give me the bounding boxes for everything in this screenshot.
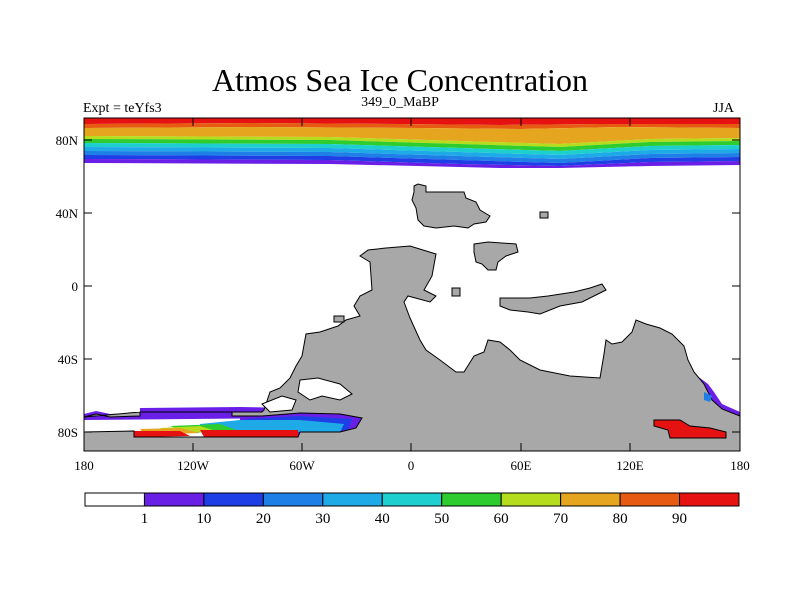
colorbar-label: 40: [375, 511, 390, 527]
land-small-island-3: [333, 315, 345, 323]
ice-patch-east: [653, 419, 727, 439]
ice-band-80: [84, 123, 740, 129]
y-tick-label: 80S: [58, 425, 78, 440]
colorbar-label: 60: [494, 511, 509, 527]
plot-frame: [83, 117, 741, 452]
y-tick-label: 40N: [56, 206, 79, 221]
colorbar-label: 1: [141, 511, 149, 527]
x-tick-label: 60E: [511, 458, 532, 473]
land-southern-gap: [297, 377, 353, 401]
colorbar-swatch: [84, 492, 145, 507]
y-ticks: [84, 139, 740, 433]
colorbar-swatch: [322, 492, 383, 507]
colorbar-label: 80: [613, 511, 628, 527]
plot-title: Atmos Sea Ice Concentration: [212, 62, 588, 98]
colorbar-swatch: [441, 492, 502, 507]
ice-band-10: [84, 155, 740, 166]
x-tick-label: 120E: [616, 458, 644, 473]
ice-band-60: [84, 136, 740, 147]
ice-band-50: [84, 139, 740, 151]
ice-band-40: [84, 143, 740, 155]
ice-tongue-cyan: [200, 420, 344, 432]
land-gap-2: [261, 395, 297, 413]
x-tick-label: 180: [730, 458, 750, 473]
colorbar-swatch: [143, 492, 205, 507]
colorbar-swatch: [203, 492, 264, 507]
colorbar-swatch: [500, 492, 562, 507]
ice-band-20: [84, 151, 740, 163]
ice-tongue-red: [134, 431, 190, 437]
ice-band-90: [84, 118, 740, 125]
y-tick-label: 40S: [58, 352, 78, 367]
colorbar-label: 20: [256, 511, 271, 527]
land-small-island-2: [451, 287, 461, 297]
ice-tongue-red-east: [200, 430, 298, 437]
x-ticks: [83, 118, 741, 451]
land-east-strip: [499, 283, 607, 315]
colorbar-label: 70: [553, 511, 568, 527]
period-label: 349_0_MaBP: [361, 95, 439, 110]
colorbar-label: 10: [196, 511, 211, 527]
y-tick-label: 80N: [56, 133, 79, 148]
season-label: JJA: [713, 101, 735, 116]
colorbar-swatch: [381, 492, 443, 507]
land-small-island: [539, 211, 549, 219]
colorbar-label: 50: [434, 511, 449, 527]
ice-band-70: [84, 127, 740, 144]
colorbar-swatch: [619, 492, 681, 507]
colorbar: 1 10 20 30 40 50 60 70 80 90: [84, 492, 740, 527]
land-antarctica: [84, 245, 740, 451]
ice-band-30: [84, 147, 740, 159]
x-tick-label: 180: [74, 458, 94, 473]
ice-patch-east-2: [704, 392, 712, 402]
colorbar-swatch: [679, 492, 740, 507]
ice-band-1: [84, 159, 740, 168]
colorbar-label: 30: [315, 511, 330, 527]
land-northern-continent: [411, 183, 491, 229]
experiment-label: Expt = teYfs3: [83, 101, 162, 116]
x-tick-label: 0: [408, 458, 415, 473]
y-tick-label: 0: [72, 279, 79, 294]
colorbar-swatch: [560, 492, 621, 507]
x-tick-label: 120W: [177, 458, 210, 473]
colorbar-swatch: [262, 492, 324, 507]
colorbar-label: 90: [672, 511, 687, 527]
land-mid-continent: [473, 241, 519, 271]
x-tick-label: 60W: [289, 458, 315, 473]
